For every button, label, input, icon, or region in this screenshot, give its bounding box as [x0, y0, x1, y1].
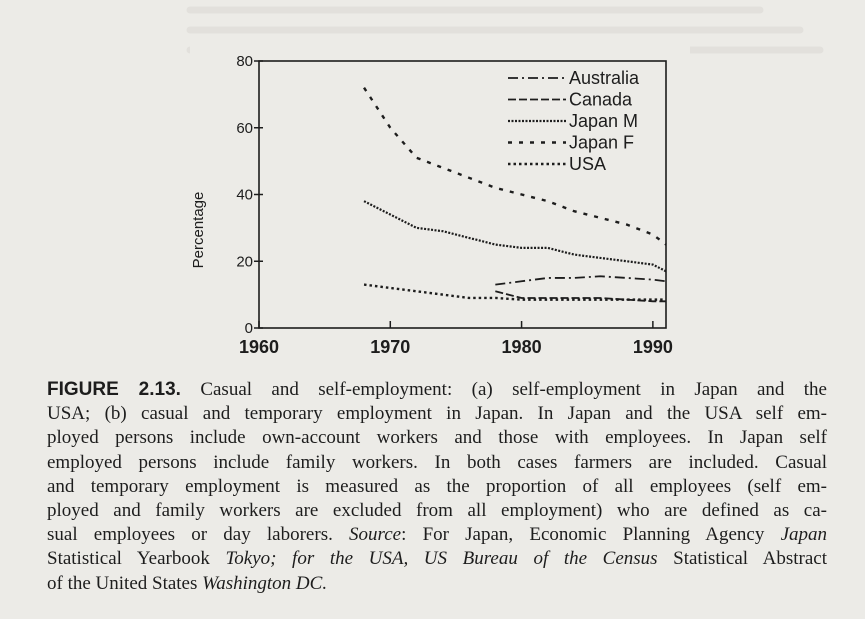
caption-line: Statistical Yearbook Tokyo; for the USA,…	[47, 547, 827, 571]
x-tick-label: 1960	[239, 337, 279, 357]
figure-panel: 1960 1970 1980 1990 0 20 40 60 80 Australia Canad…	[190, 40, 690, 370]
chart-axes: 1960 1970 1980 1990 0 20 40 60 80	[236, 53, 673, 357]
y-tick-label: 80	[236, 53, 253, 70]
caption-line: ployed and family workers are excluded f…	[47, 499, 827, 523]
caption-segment: USA; (b) casual and temporary employment…	[47, 403, 827, 425]
series-line-canada	[495, 290, 666, 303]
line-chart: 1960 1970 1980 1990 0 20 40 60 80 AustraliaCanad…	[190, 53, 673, 357]
caption-line: of the United States Washington DC.	[47, 572, 827, 596]
series-line-australia	[495, 275, 667, 286]
caption-segment: employed persons include family workers.…	[47, 451, 827, 473]
x-tick-label: 1980	[502, 337, 542, 357]
caption-line: ployed persons include own-account worke…	[47, 426, 827, 450]
figure-caption: FIGURE 2.13. Casual and self-employment:…	[47, 378, 827, 596]
caption-segment: Source	[349, 524, 402, 546]
legend-label: Australia	[569, 68, 640, 88]
series-line-usa	[363, 283, 666, 301]
caption-segment: ployed and family workers are excluded f…	[47, 500, 827, 522]
y-axis-label: Percentage	[190, 192, 207, 269]
series-line-japan-f	[363, 87, 667, 246]
caption-line: and temporary employment is measured as …	[47, 475, 827, 499]
legend-label: Japan F	[569, 133, 634, 153]
legend-label: Japan M	[569, 111, 638, 131]
figure-number: FIGURE 2.13.	[47, 379, 181, 400]
legend-label: USA	[569, 154, 606, 174]
legend-label: Canada	[569, 90, 633, 110]
series-line-japan-m	[363, 200, 667, 273]
chart-series-lines	[363, 87, 667, 303]
caption-segment: Statistical Yearbook	[47, 548, 210, 570]
caption-segment: Japan	[780, 524, 827, 546]
caption-segment: Tokyo; for the USA, US Bureau of the Cen…	[209, 548, 674, 570]
x-tick-label: 1970	[370, 337, 410, 357]
y-tick-label: 20	[236, 253, 253, 270]
caption-segment: Statistical Abstract	[673, 548, 827, 570]
caption-line: USA; (b) casual and temporary employment…	[47, 402, 827, 426]
caption-line: FIGURE 2.13. Casual and self-employment:…	[47, 378, 827, 402]
caption-segment: : For Japan, Economic Planning Agency	[401, 524, 781, 546]
caption-segment: of the United States	[47, 572, 198, 594]
caption-segment: ployed persons include own-account worke…	[47, 427, 827, 449]
y-tick-label: 40	[236, 187, 253, 204]
caption-segment: Washington DC.	[197, 572, 328, 594]
caption-segment: sual employees or day laborers.	[47, 524, 350, 546]
y-tick-label: 0	[245, 320, 253, 337]
y-tick-label: 60	[236, 120, 253, 137]
caption-segment: and temporary employment is measured as …	[47, 475, 827, 497]
caption-segment: Casual and self-employment: (a) self-emp…	[200, 379, 827, 400]
caption-line: employed persons include family workers.…	[47, 451, 827, 475]
x-tick-label: 1990	[633, 337, 673, 357]
caption-line: sual employees or day laborers. Source: …	[47, 523, 827, 547]
